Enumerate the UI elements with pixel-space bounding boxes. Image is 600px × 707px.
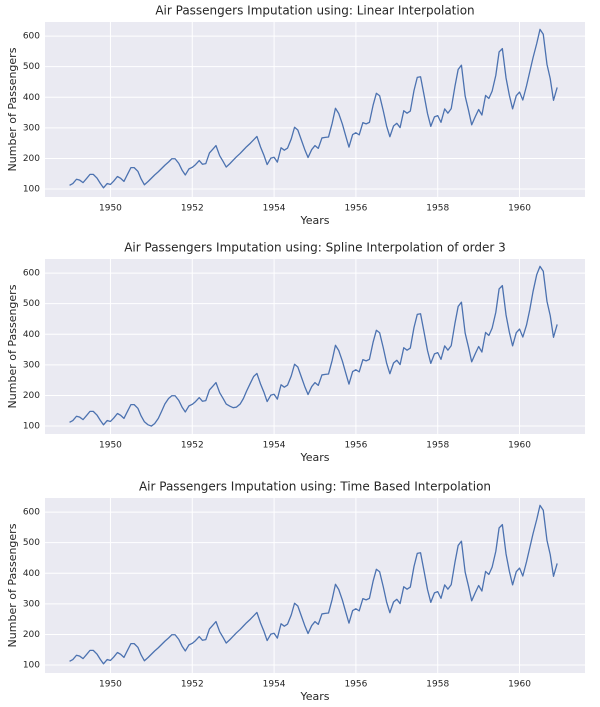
y-axis-label: Number of Passengers (6, 523, 19, 647)
plot-area (45, 259, 585, 434)
chart-title: Air Passengers Imputation using: Spline … (124, 241, 506, 255)
y-tick-label: 300 (23, 599, 40, 609)
y-tick-label: 100 (23, 661, 40, 671)
x-axis-label: Years (299, 690, 329, 703)
chart-panel: Air Passengers Imputation using: Linear … (6, 4, 585, 227)
y-tick-label: 200 (23, 391, 40, 401)
x-tick-label: 1950 (99, 441, 122, 451)
data-line (69, 28, 558, 189)
x-tick-label: 1954 (263, 441, 286, 451)
y-tick-label: 100 (23, 185, 40, 195)
x-tick-label: 1956 (344, 680, 367, 690)
data-line (69, 504, 558, 665)
y-tick-label: 200 (23, 630, 40, 640)
plot-area (45, 22, 585, 197)
x-tick-label: 1952 (181, 204, 204, 214)
plot-area (45, 498, 585, 673)
x-tick-label: 1958 (426, 680, 449, 690)
y-tick-label: 600 (23, 269, 40, 279)
x-tick-label: 1956 (344, 204, 367, 214)
y-tick-label: 500 (23, 62, 40, 72)
x-tick-label: 1950 (99, 680, 122, 690)
chart-title: Air Passengers Imputation using: Time Ba… (139, 480, 491, 494)
x-axis-label: Years (299, 214, 329, 227)
x-tick-label: 1956 (344, 441, 367, 451)
chart-panel: Air Passengers Imputation using: Time Ba… (6, 480, 585, 703)
y-tick-label: 400 (23, 569, 40, 579)
x-tick-label: 1960 (508, 204, 531, 214)
chart-title: Air Passengers Imputation using: Linear … (155, 4, 474, 18)
y-tick-label: 600 (23, 32, 40, 42)
y-tick-label: 500 (23, 538, 40, 548)
data-line (69, 265, 558, 427)
y-tick-label: 500 (23, 299, 40, 309)
x-tick-label: 1958 (426, 441, 449, 451)
y-tick-label: 400 (23, 330, 40, 340)
y-tick-label: 400 (23, 93, 40, 103)
x-tick-label: 1950 (99, 204, 122, 214)
y-tick-label: 600 (23, 508, 40, 518)
x-tick-label: 1958 (426, 204, 449, 214)
x-tick-label: 1952 (181, 441, 204, 451)
x-tick-label: 1954 (263, 204, 286, 214)
x-tick-label: 1960 (508, 680, 531, 690)
y-tick-label: 100 (23, 422, 40, 432)
y-tick-label: 200 (23, 154, 40, 164)
x-tick-label: 1954 (263, 680, 286, 690)
x-axis-label: Years (299, 451, 329, 464)
y-axis-label: Number of Passengers (6, 47, 19, 171)
y-tick-label: 300 (23, 360, 40, 370)
chart-panel: Air Passengers Imputation using: Spline … (6, 241, 585, 464)
y-axis-label: Number of Passengers (6, 284, 19, 408)
y-tick-label: 300 (23, 123, 40, 133)
x-tick-label: 1960 (508, 441, 531, 451)
x-tick-label: 1952 (181, 680, 204, 690)
